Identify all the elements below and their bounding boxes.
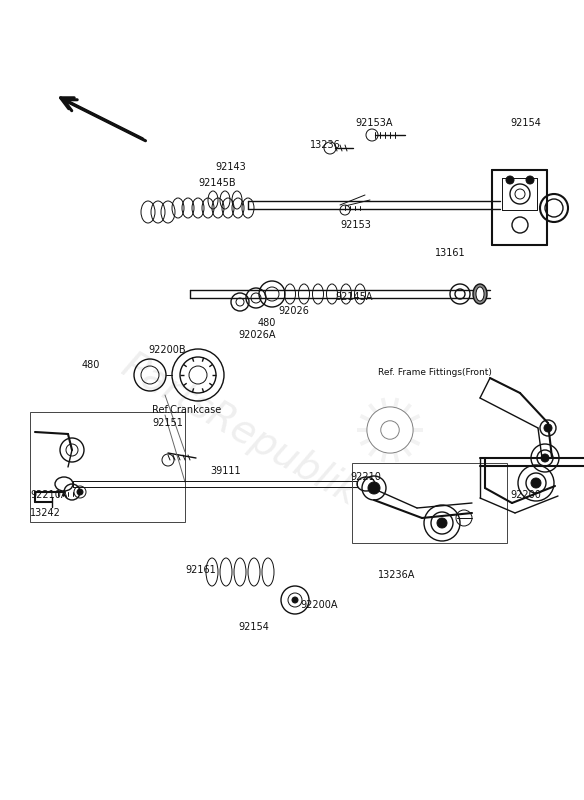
Text: 480: 480 [82,360,100,370]
Circle shape [368,482,380,494]
Text: 92153: 92153 [340,220,371,230]
Text: Ref.Crankcase: Ref.Crankcase [152,405,221,415]
Circle shape [437,518,447,528]
Text: 92210A: 92210A [30,490,68,500]
Text: 92145A: 92145A [335,292,373,302]
Text: 480: 480 [258,318,276,328]
Circle shape [526,176,534,184]
Text: 92200: 92200 [510,490,541,500]
Text: 92154: 92154 [238,622,269,632]
Text: Ref. Frame Fittings(Front): Ref. Frame Fittings(Front) [378,368,492,377]
Circle shape [506,176,514,184]
Text: 92151: 92151 [152,418,183,428]
Ellipse shape [476,287,484,301]
Text: PartsRepublik: PartsRepublik [114,346,366,514]
Text: 13161: 13161 [435,248,465,258]
Text: 92200A: 92200A [300,600,338,610]
Text: 92154: 92154 [510,118,541,128]
Text: 92153A: 92153A [355,118,392,128]
Circle shape [544,424,552,432]
Text: 13242: 13242 [30,508,61,518]
Text: 92026: 92026 [278,306,309,316]
Circle shape [541,454,549,462]
Text: 92145B: 92145B [198,178,235,188]
Circle shape [77,489,83,495]
Ellipse shape [473,284,487,304]
Text: 92210: 92210 [350,472,381,482]
Text: 39111: 39111 [210,466,241,476]
Bar [30,412,185,522]
Text: 92200B: 92200B [148,345,186,355]
Circle shape [292,597,298,603]
Text: 13236: 13236 [310,140,340,150]
Text: 92161: 92161 [185,565,215,575]
Circle shape [531,478,541,488]
Text: 13236A: 13236A [378,570,415,580]
Text: 92026A: 92026A [238,330,276,340]
Bar [352,463,507,543]
Text: 92143: 92143 [215,162,246,172]
